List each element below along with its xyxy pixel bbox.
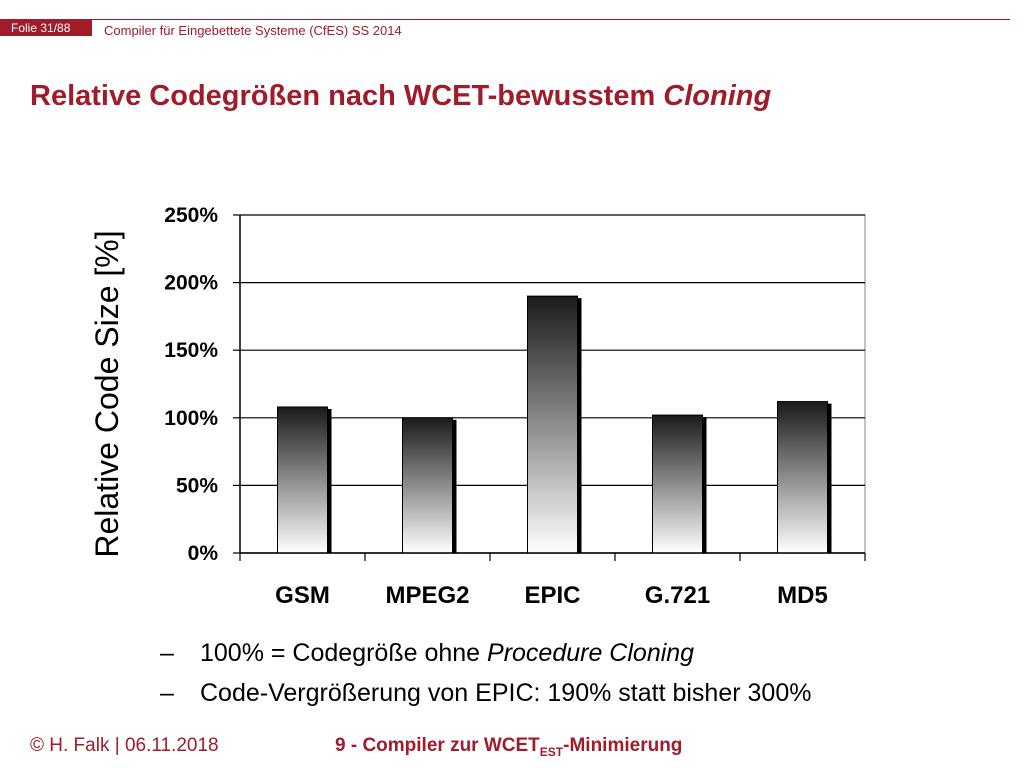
bullet-text: 100% = Codegröße ohne — [200, 639, 488, 667]
y-tick-label: 150% — [164, 339, 218, 362]
bullet-emphasis: Procedure Cloning — [487, 639, 695, 667]
footer-chapter-pre: 9 - Compiler zur WCET — [335, 735, 540, 756]
slide-title-main: Relative Codegrößen nach WCET-bewusstem — [30, 80, 664, 112]
bar-chart: 0% 50% 100% 150% 200% 250% GSM MPEG2 EPIC G.721 MD… — [89, 204, 866, 609]
bar — [402, 417, 453, 554]
course-title: Compiler für Eingebettete Systeme (CfES)… — [104, 23, 402, 38]
x-tick-label: MPEG2 — [385, 582, 469, 609]
y-tick-label: 100% — [164, 407, 218, 430]
x-tick-label: GSM — [275, 582, 330, 609]
bar — [652, 414, 703, 554]
slide-counter: Folie 31/88 — [0, 20, 92, 36]
bar — [777, 401, 828, 554]
y-axis-title: Relative Code Size [%] — [89, 230, 125, 557]
bar — [277, 406, 328, 554]
bullet-dash: – — [160, 639, 174, 667]
x-tick-label: MD5 — [777, 582, 828, 609]
footer-chapter: 9 - Compiler zur WCETEST-Minimierung — [335, 735, 682, 759]
y-tick-label: 200% — [164, 272, 218, 295]
bullet-item: –100% = Codegröße ohne Procedure Cloning — [160, 636, 811, 676]
y-tick-label: 250% — [164, 204, 218, 227]
x-tick-label: EPIC — [524, 582, 580, 609]
bullet-dash: – — [160, 679, 174, 707]
bullet-item: – Code-Vergrößerung von EPIC: 190% statt … — [160, 676, 811, 716]
footer-author-date: © H. Falk | 06.11.2018 — [30, 735, 219, 756]
header-rule — [0, 19, 1010, 20]
y-tick-label: 50% — [176, 474, 218, 497]
slide-title: Relative Codegrößen nach WCET-bewusstem … — [30, 80, 771, 113]
slide-title-emphasis: Cloning — [663, 80, 772, 112]
footer-chapter-post: -Minimierung — [563, 735, 683, 756]
bullet-text: Code-Vergrößerung von EPIC: 190% statt b… — [200, 679, 812, 707]
footer-chapter-sub: EST — [539, 744, 564, 759]
bar — [527, 295, 578, 554]
y-tick-label: 0% — [188, 542, 219, 565]
bullet-list: –100% = Codegröße ohne Procedure Cloning… — [160, 636, 811, 716]
x-tick-label: G.721 — [645, 582, 710, 609]
